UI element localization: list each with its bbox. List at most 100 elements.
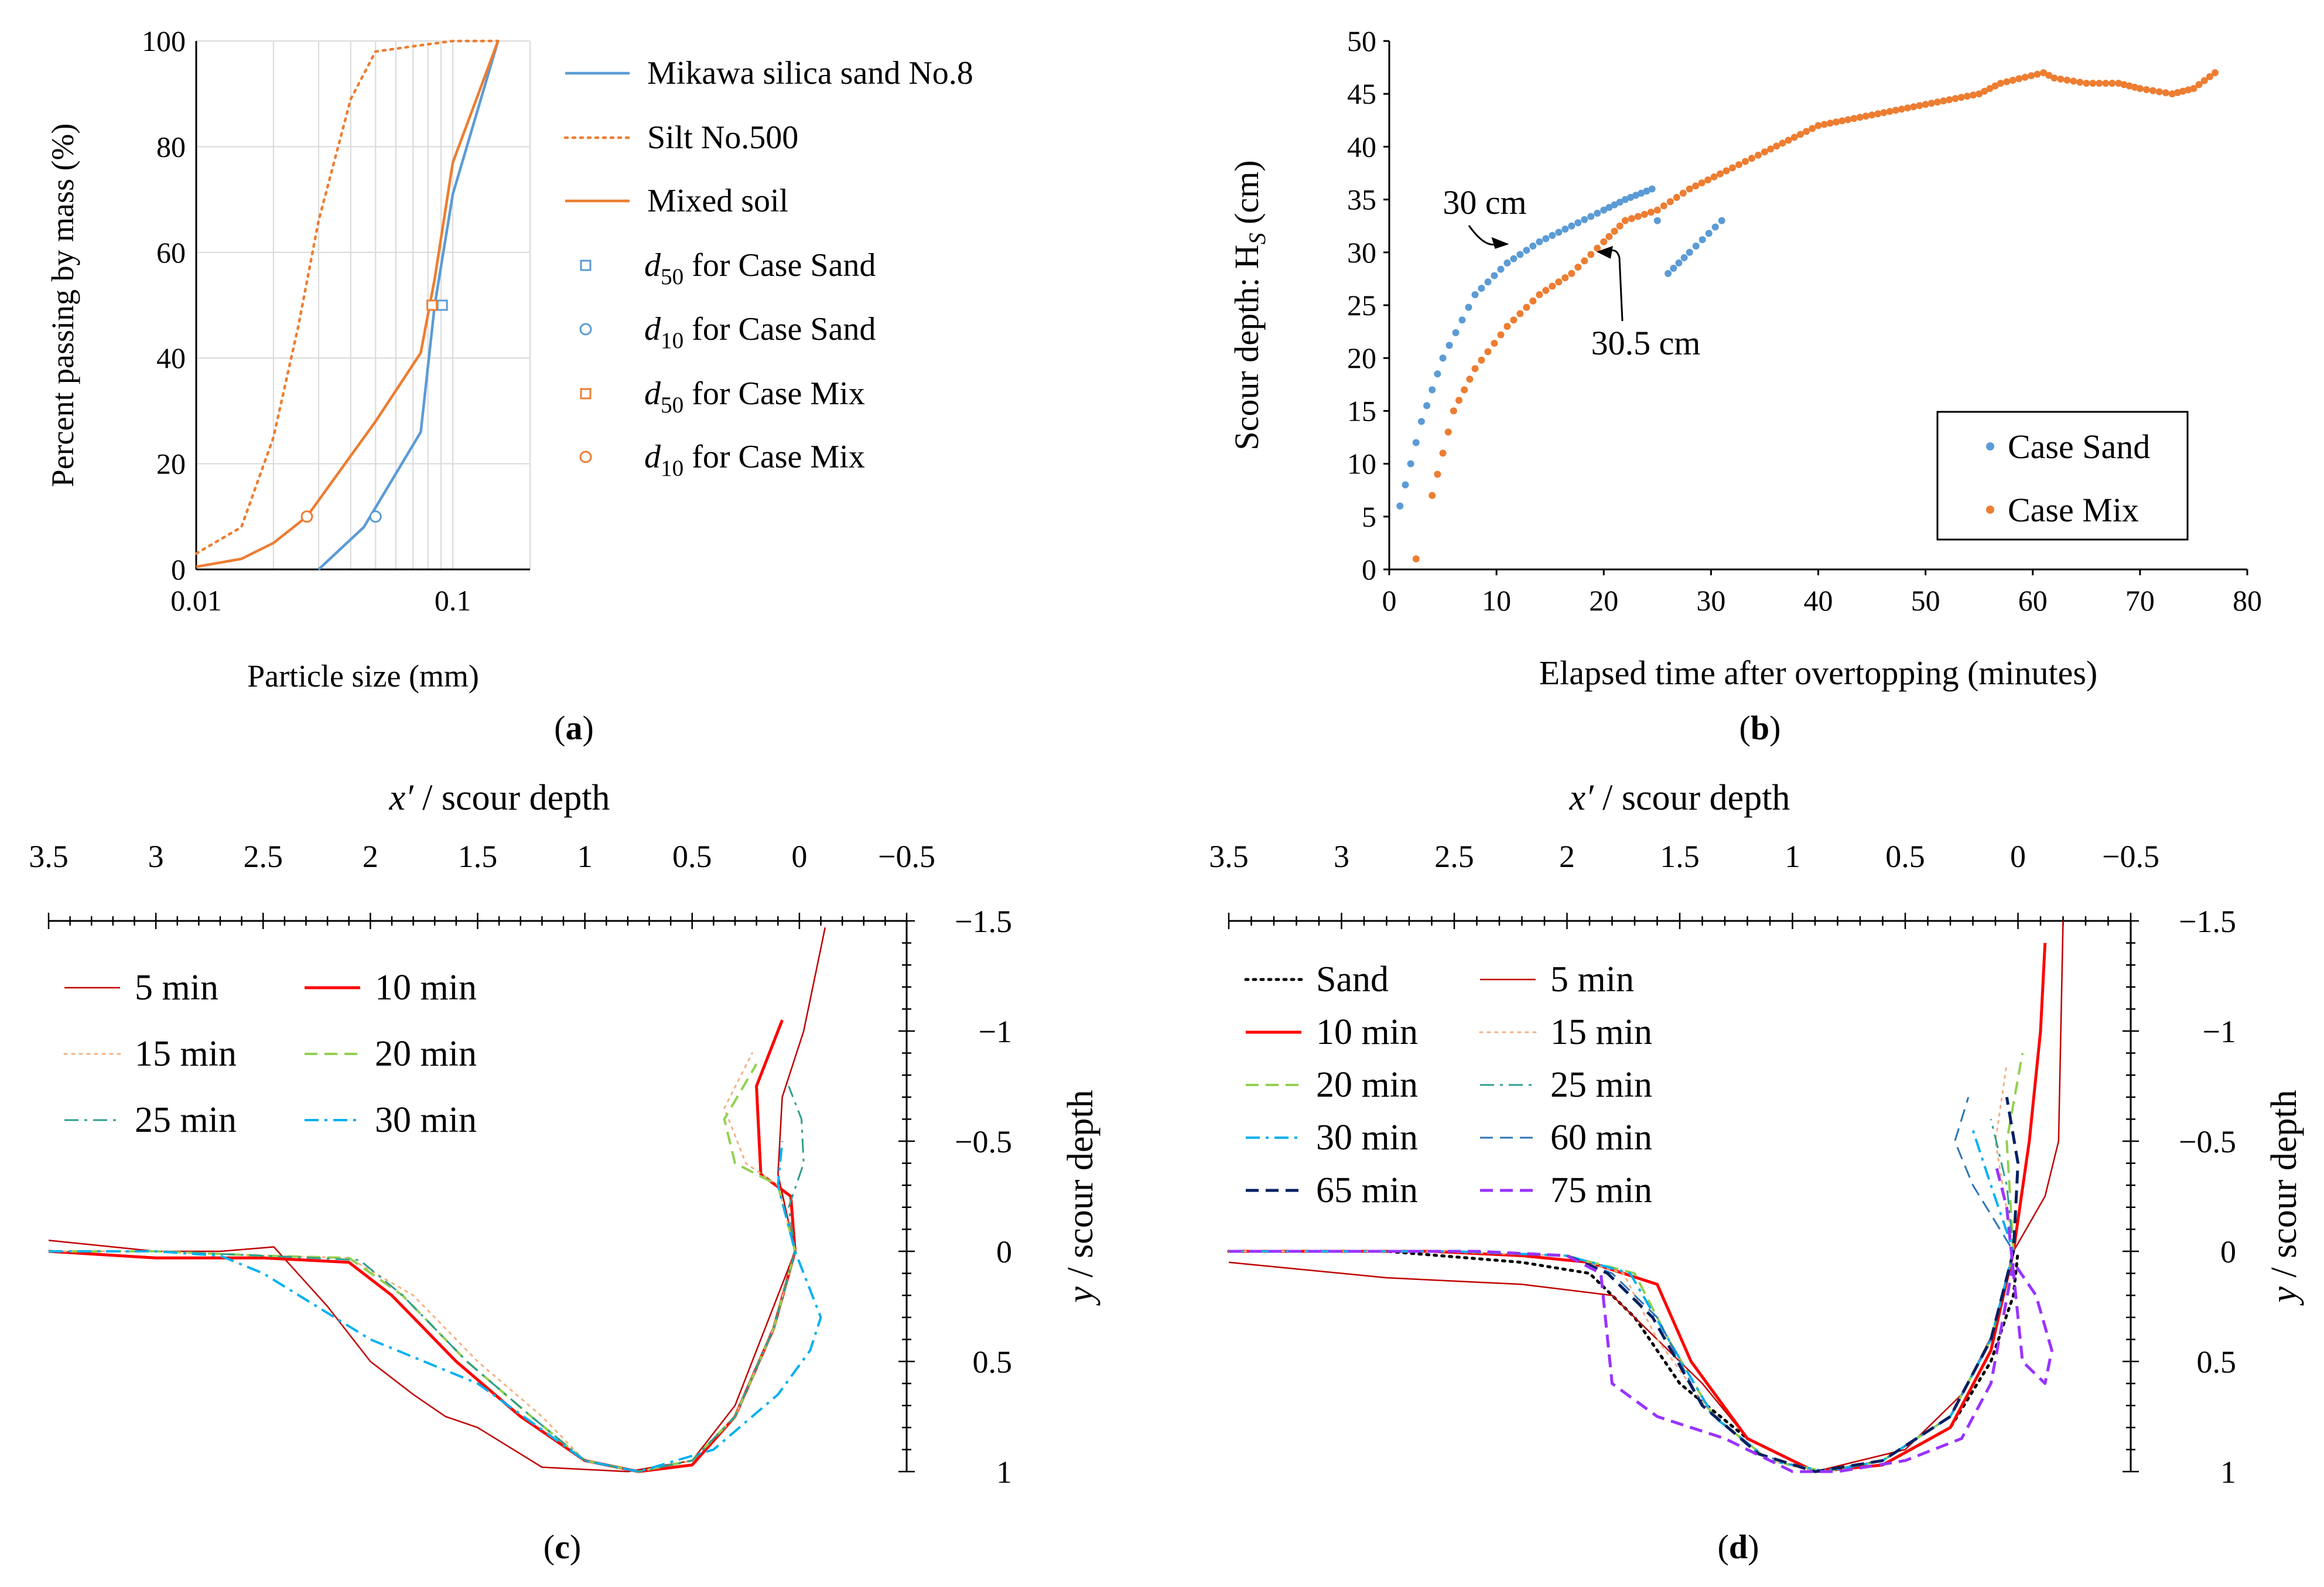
panel-b: 0 5 10 15 20 25 30 35 40 45 50 0 10 20 30 40 50 60 70 80 Ela… bbox=[1228, 25, 2262, 747]
data-point bbox=[2050, 74, 2058, 82]
data-point bbox=[1611, 227, 1618, 235]
data-point bbox=[1898, 105, 1905, 113]
data-point bbox=[1643, 187, 1650, 195]
data-point bbox=[1833, 118, 1840, 126]
series-mikawa-silica-sand-no-8 bbox=[317, 40, 500, 571]
legend-symbol bbox=[579, 450, 592, 463]
data-point bbox=[1880, 109, 1888, 117]
y-tick-label: −1 bbox=[979, 1014, 1012, 1049]
legend-label: 5 min bbox=[1550, 960, 1634, 999]
data-point bbox=[1874, 110, 1882, 118]
data-point bbox=[1594, 244, 1601, 252]
data-point bbox=[1986, 85, 1994, 93]
data-point bbox=[1927, 100, 1935, 107]
data-point bbox=[1555, 228, 1563, 236]
data-point bbox=[1452, 329, 1460, 336]
data-point bbox=[1423, 402, 1431, 409]
data-point bbox=[1471, 291, 1479, 298]
data-point bbox=[1497, 331, 1505, 339]
data-point bbox=[2083, 80, 2090, 87]
data-point bbox=[1605, 204, 1613, 211]
data-point bbox=[1444, 428, 1452, 436]
marker-d50-for-case-mix bbox=[426, 299, 438, 311]
x-tick-label: −0.5 bbox=[2102, 839, 2159, 874]
x-tick-label: 2 bbox=[1559, 839, 1575, 874]
y-tick-label: 0 bbox=[1362, 553, 1376, 586]
data-point bbox=[1491, 339, 1498, 347]
x-tick-label: 0.1 bbox=[435, 584, 471, 617]
x-tick-label: 0.5 bbox=[672, 839, 712, 874]
x-tick-label: 3.5 bbox=[29, 839, 69, 874]
data-point bbox=[1970, 91, 1977, 99]
annotation-arrow bbox=[1605, 249, 1624, 322]
data-point bbox=[2108, 80, 2116, 87]
y-tick-label: 5 bbox=[1362, 500, 1376, 533]
y-tick-label: 40 bbox=[1347, 130, 1376, 163]
data-point bbox=[1568, 269, 1575, 277]
legend-label: Case Mix bbox=[2008, 491, 2139, 529]
data-point bbox=[1692, 242, 1700, 250]
x-tick-label: 50 bbox=[1911, 584, 1940, 617]
legend-label: Mikawa silica sand No.8 bbox=[647, 55, 973, 91]
y-tick-label: 0.5 bbox=[2197, 1344, 2237, 1380]
data-point bbox=[1809, 125, 1816, 132]
data-point bbox=[2102, 80, 2110, 87]
data-point bbox=[1850, 115, 1858, 122]
data-point bbox=[1922, 101, 1929, 108]
legend: Mikawa silica sand No.8 Silt No.500 Mixed … bbox=[563, 55, 973, 481]
data-point bbox=[2131, 83, 2138, 91]
data-point bbox=[1686, 185, 1693, 193]
data-point bbox=[1561, 226, 1569, 233]
series-20-min bbox=[1229, 1053, 2024, 1473]
data-point bbox=[1587, 213, 1595, 220]
x-tick-label: 40 bbox=[1804, 584, 1833, 617]
x-tick-label: 0.5 bbox=[1885, 839, 1925, 874]
data-point bbox=[1647, 209, 1655, 216]
series-silt-no-500 bbox=[194, 39, 500, 555]
x-tick-label: 1.5 bbox=[1660, 839, 1700, 874]
data-point bbox=[2155, 88, 2163, 95]
legend-label: 25 min bbox=[135, 1100, 237, 1140]
data-point bbox=[1484, 278, 1492, 286]
data-point bbox=[2057, 75, 2065, 83]
data-point bbox=[1634, 213, 1642, 220]
data-point bbox=[1628, 215, 1635, 223]
data-point bbox=[2096, 80, 2103, 87]
y-tick-label: 1 bbox=[996, 1455, 1012, 1490]
data-point bbox=[1529, 242, 1537, 250]
annotation-30cm: 30 cm bbox=[1443, 183, 1526, 221]
data-point bbox=[1600, 206, 1608, 214]
data-point bbox=[2185, 86, 2192, 94]
legend-label: 10 min bbox=[1316, 1012, 1418, 1052]
data-point bbox=[1484, 348, 1492, 356]
x-tick-label: 3.5 bbox=[1209, 839, 1249, 874]
panel-d: 3.5 3 2.5 2 1.5 1 0.5 0 −0.5 x′ / scour depth −1.5… bbox=[1209, 778, 2304, 1566]
legend-label: d10 for Case Mix bbox=[644, 439, 865, 481]
data-point bbox=[1779, 139, 1786, 147]
data-point bbox=[1417, 418, 1425, 425]
x-tick-label: 1.5 bbox=[458, 839, 498, 874]
data-point bbox=[1461, 386, 1468, 394]
data-point bbox=[1940, 97, 1947, 105]
data-point bbox=[1549, 282, 1556, 290]
data-point bbox=[2003, 78, 2011, 86]
data-point bbox=[1407, 460, 1414, 467]
legend-symbol bbox=[1986, 506, 1994, 514]
y-tick-label: −1.5 bbox=[2179, 904, 2236, 939]
x-tick-label: 70 bbox=[2125, 584, 2155, 617]
data-point bbox=[2076, 79, 2084, 86]
data-point bbox=[1621, 217, 1629, 224]
data-point bbox=[1997, 80, 2004, 87]
data-point bbox=[1761, 148, 1768, 156]
panel-label-d: (d) bbox=[1718, 1528, 1759, 1566]
x-tick-label: 0.01 bbox=[170, 584, 222, 617]
series-case-mix bbox=[1412, 69, 2219, 562]
data-point bbox=[1910, 103, 1918, 111]
data-point bbox=[2028, 72, 2035, 80]
data-point bbox=[2040, 69, 2048, 77]
x-tick-label: 2.5 bbox=[244, 839, 283, 874]
data-point bbox=[1428, 386, 1436, 394]
data-point bbox=[1605, 233, 1613, 240]
legend-label: 10 min bbox=[375, 968, 477, 1008]
y-tick-label: 45 bbox=[1347, 77, 1376, 110]
